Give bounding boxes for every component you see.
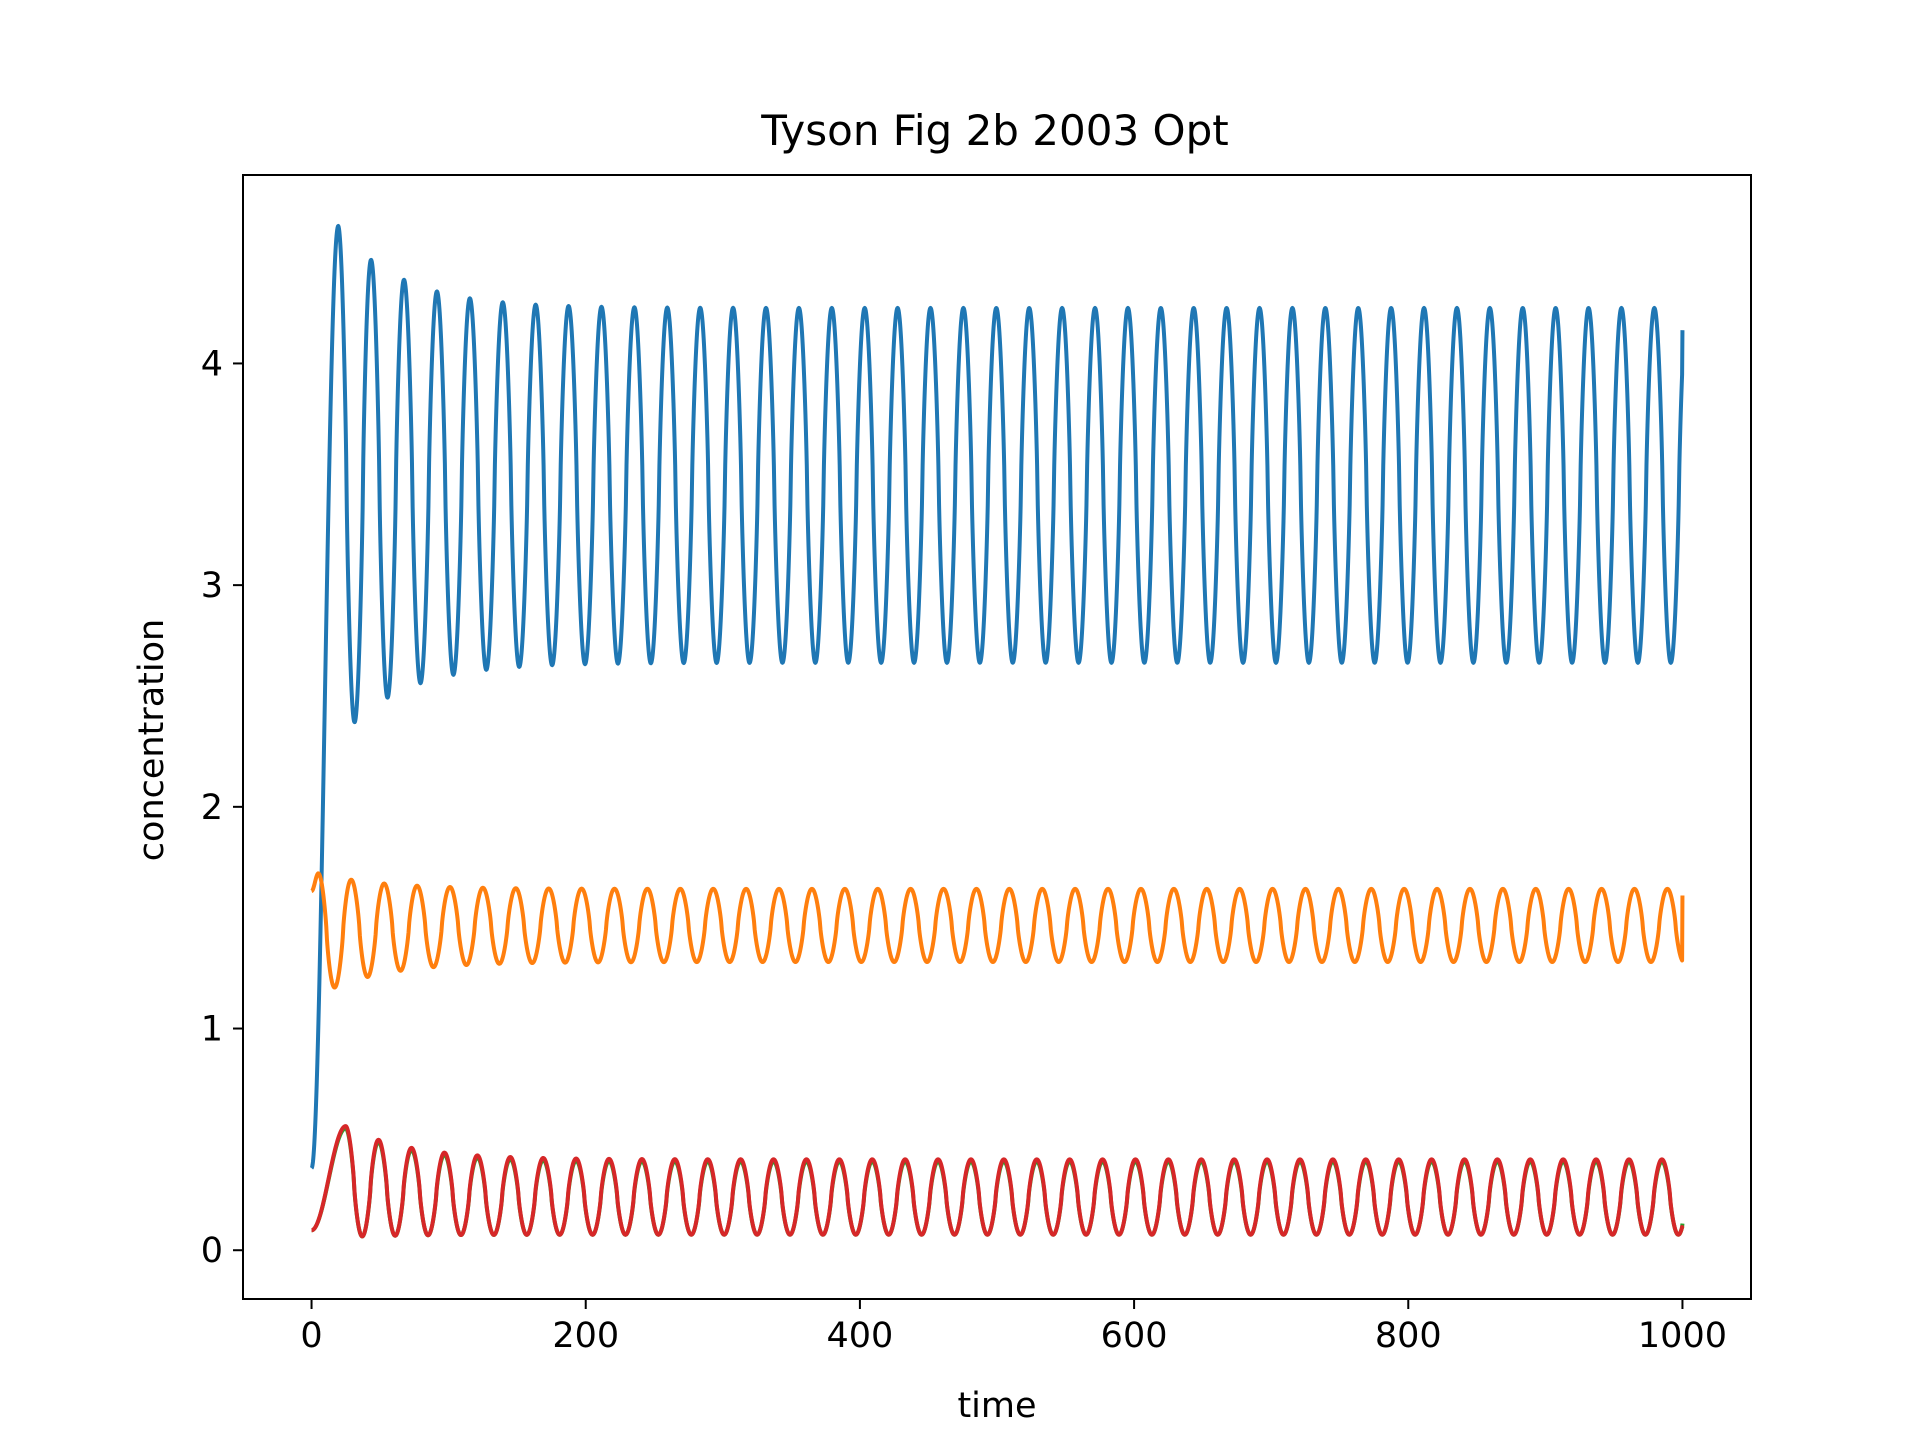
x-tick-label: 1000: [1638, 1316, 1727, 1356]
plot-frame: [242, 174, 1752, 1300]
x-axis-label: time: [957, 1386, 1036, 1426]
y-tick-label: 4: [201, 344, 223, 384]
y-axis: 0 1 2 3 4: [201, 344, 243, 1271]
y-axis-label: concentration: [132, 619, 172, 861]
x-tick-label: 800: [1375, 1316, 1442, 1356]
x-axis: 0 200 400 600 800 1000: [300, 1299, 1727, 1356]
x-tick-label: 400: [827, 1316, 894, 1356]
y-tick-label: 0: [201, 1231, 223, 1271]
x-tick-label: 0: [300, 1316, 322, 1356]
y-tick-label: 3: [201, 566, 223, 606]
y-tick-label: 2: [201, 788, 223, 828]
y-tick-label: 1: [201, 1010, 223, 1050]
series-layer: [309, 223, 1685, 1239]
series-line-4: [309, 1124, 1685, 1239]
series-line-2: [309, 871, 1685, 990]
series-line-1: [309, 223, 1685, 1170]
x-tick-label: 200: [552, 1316, 619, 1356]
x-tick-label: 600: [1101, 1316, 1168, 1356]
chart-title: Tyson Fig 2b 2003 Opt: [760, 106, 1228, 155]
